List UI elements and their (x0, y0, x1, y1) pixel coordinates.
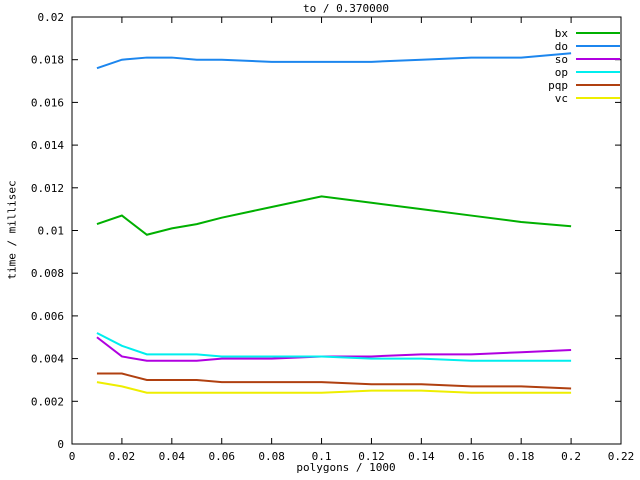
series-line-bx (96, 195, 572, 236)
y-tick-label: 0.008 (31, 267, 64, 280)
y-tick-label: 0.006 (31, 310, 64, 323)
x-axis-label: polygons / 1000 (296, 461, 396, 474)
y-tick-label: 0.016 (31, 96, 64, 109)
x-tick-label: 0.16 (458, 450, 485, 463)
x-tick-label: 0.02 (109, 450, 136, 463)
series-line-so (96, 336, 572, 362)
series-line-op (96, 332, 572, 362)
legend-label-do: do (555, 40, 568, 53)
series-line-vc (96, 381, 572, 394)
legend-label-bx: bx (555, 27, 569, 40)
y-tick-label: 0.014 (31, 139, 64, 152)
x-tick-label: 0.06 (208, 450, 235, 463)
series-line-pqp (96, 372, 572, 390)
y-tick-label: 0.012 (31, 182, 64, 195)
y-tick-label: 0.02 (38, 11, 65, 24)
x-tick-label: 0.08 (258, 450, 285, 463)
y-tick-label: 0 (57, 438, 64, 451)
chart-title: to / 0.370000 (302, 2, 390, 15)
y-tick-label: 0.004 (31, 353, 64, 366)
x-tick-label: 0.1 (312, 450, 332, 463)
y-tick-label: 0.002 (31, 395, 64, 408)
legend-label-so: so (555, 53, 568, 66)
x-tick-label: 0.12 (358, 450, 385, 463)
series-line-do (96, 52, 572, 70)
plot-frame (71, 16, 622, 445)
x-tick-label: 0.18 (508, 450, 535, 463)
x-tick-label: 0.2 (561, 450, 581, 463)
x-tick-label: 0.22 (608, 450, 635, 463)
x-tick-label: 0.04 (159, 450, 186, 463)
y-tick-label: 0.018 (31, 54, 64, 67)
y-tick-label: 0.01 (38, 225, 65, 238)
legend-label-pqp: pqp (548, 79, 568, 92)
legend-label-op: op (555, 66, 568, 79)
y-axis-label: time / millisec (5, 180, 19, 280)
x-tick-label: 0 (69, 450, 76, 463)
x-tick-label: 0.14 (408, 450, 435, 463)
legend-label-vc: vc (555, 92, 568, 105)
